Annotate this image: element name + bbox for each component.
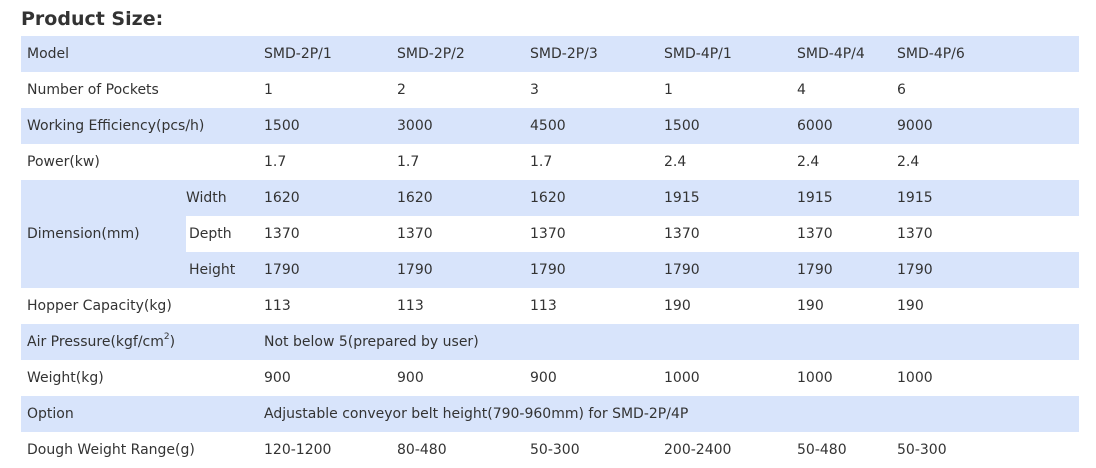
cell-option: Adjustable conveyor belt height(790-960m… (264, 396, 1080, 432)
cell-pockets: 1 (264, 72, 398, 108)
cell-efficiency: 6000 (797, 108, 898, 144)
row-efficiency: Working Efficiency(pcs/h) 1500 3000 4500… (21, 108, 1080, 144)
cell-dough: 120-1200 (264, 432, 398, 468)
cell-model: SMD-2P/2 (397, 36, 531, 72)
air-pressure-superscript: 2 (163, 332, 170, 342)
row-weight: Weight(kg) 900 900 900 1000 1000 1000 (21, 360, 1080, 396)
cell-weight: 1000 (897, 360, 1080, 396)
row-power: Power(kw) 1.7 1.7 1.7 2.4 2.4 2.4 (21, 144, 1080, 180)
cell-hopper: 190 (897, 288, 1080, 324)
label-model: Model (21, 36, 265, 72)
row-width: Dimension(mm) Width 1620 1620 1620 1915 … (21, 180, 1080, 288)
cell-depth: 1370 (264, 226, 300, 242)
cell-hopper: 113 (397, 288, 531, 324)
cell-air-pressure: Not below 5(prepared by user) (264, 324, 1080, 360)
cell-efficiency: 9000 (897, 108, 1080, 144)
cell-model: SMD-2P/3 (530, 36, 665, 72)
row-option: Option Adjustable conveyor belt height(7… (21, 396, 1080, 432)
cell-depth: 1370 (397, 226, 433, 242)
label-depth: Depth (186, 216, 265, 252)
label-pockets: Number of Pockets (21, 72, 265, 108)
cell-model: SMD-4P/6 (897, 36, 1080, 72)
cell-width: 1620 (264, 180, 398, 216)
cell-power: 2.4 (664, 144, 798, 180)
cell-power: 2.4 (897, 144, 1080, 180)
cell-width: 1915 (664, 180, 798, 216)
cell-efficiency: 1500 (664, 108, 798, 144)
cell-pockets: 3 (530, 72, 665, 108)
cell-dough: 50-300 (530, 432, 665, 468)
label-dough: Dough Weight Range(g) (21, 432, 265, 468)
cell-model: SMD-4P/1 (664, 36, 798, 72)
row-pockets: Number of Pockets 1 2 3 1 4 6 (21, 72, 1080, 108)
section-title: Product Size: (21, 8, 164, 30)
label-dimension: Dimension(mm) (21, 180, 186, 288)
cell-pockets: 6 (897, 72, 1080, 108)
row-dough: Dough Weight Range(g) 120-1200 80-480 50… (21, 432, 1080, 468)
cell-pockets: 1 (664, 72, 798, 108)
cell-power: 2.4 (797, 144, 898, 180)
cell-weight: 900 (264, 360, 398, 396)
cell-hopper: 190 (797, 288, 898, 324)
cell-width: 1620 (397, 180, 531, 216)
cell-weight: 900 (397, 360, 531, 396)
row-air-pressure: Air Pressure(kgf/cm2) Not below 5(prepar… (21, 324, 1080, 360)
cell-depth: 1370 (797, 226, 833, 242)
cell-model: SMD-4P/4 (797, 36, 898, 72)
cell-dough: 50-480 (797, 432, 898, 468)
label-efficiency: Working Efficiency(pcs/h) (21, 108, 265, 144)
cell-weight: 900 (530, 360, 665, 396)
row-height: Height 1790 1790 1790 1790 1790 1790 (21, 252, 1080, 288)
cell-efficiency: 1500 (264, 108, 398, 144)
cell-hopper: 113 (530, 288, 665, 324)
air-pressure-prefix: Air Pressure(kgf/cm (27, 334, 164, 350)
label-width: Width (186, 180, 265, 216)
cell-weight: 1000 (797, 360, 898, 396)
product-size-table: Model SMD-2P/1 SMD-2P/2 SMD-2P/3 SMD-4P/… (21, 36, 1080, 468)
label-option: Option (21, 396, 265, 432)
label-power: Power(kw) (21, 144, 265, 180)
cell-weight: 1000 (664, 360, 798, 396)
cell-depth: 1370 (897, 226, 933, 242)
cell-height: 1790 (897, 252, 1080, 288)
label-weight: Weight(kg) (21, 360, 265, 396)
row-depth: Depth 1370 1370 1370 1370 1370 1370 (21, 216, 1079, 252)
cell-height: 1790 (264, 252, 398, 288)
cell-height: 1790 (530, 252, 665, 288)
cell-width: 1620 (530, 180, 665, 216)
cell-dough: 200-2400 (664, 432, 798, 468)
cell-model: SMD-2P/1 (264, 36, 398, 72)
cell-height: 1790 (664, 252, 798, 288)
cell-pockets: 4 (797, 72, 898, 108)
cell-dough: 80-480 (397, 432, 531, 468)
cell-height: 1790 (397, 252, 531, 288)
cell-height: 1790 (797, 252, 898, 288)
cell-width: 1915 (897, 180, 1080, 216)
label-hopper: Hopper Capacity(kg) (21, 288, 265, 324)
cell-hopper: 190 (664, 288, 798, 324)
cell-efficiency: 4500 (530, 108, 665, 144)
row-hopper: Hopper Capacity(kg) 113 113 113 190 190 … (21, 288, 1080, 324)
cell-depth: 1370 (530, 226, 566, 242)
air-pressure-suffix: ) (169, 334, 176, 350)
cell-width: 1915 (797, 180, 898, 216)
cell-power: 1.7 (264, 144, 398, 180)
label-height: Height (186, 252, 265, 288)
cell-hopper: 113 (264, 288, 398, 324)
cell-dough: 50-300 (897, 432, 1080, 468)
label-air-pressure: Air Pressure(kgf/cm2) (21, 324, 265, 360)
row-model: Model SMD-2P/1 SMD-2P/2 SMD-2P/3 SMD-4P/… (21, 36, 1080, 72)
cell-power: 1.7 (530, 144, 665, 180)
cell-efficiency: 3000 (397, 108, 531, 144)
cell-power: 1.7 (397, 144, 531, 180)
cell-depth: 1370 (664, 226, 700, 242)
cell-pockets: 2 (397, 72, 531, 108)
